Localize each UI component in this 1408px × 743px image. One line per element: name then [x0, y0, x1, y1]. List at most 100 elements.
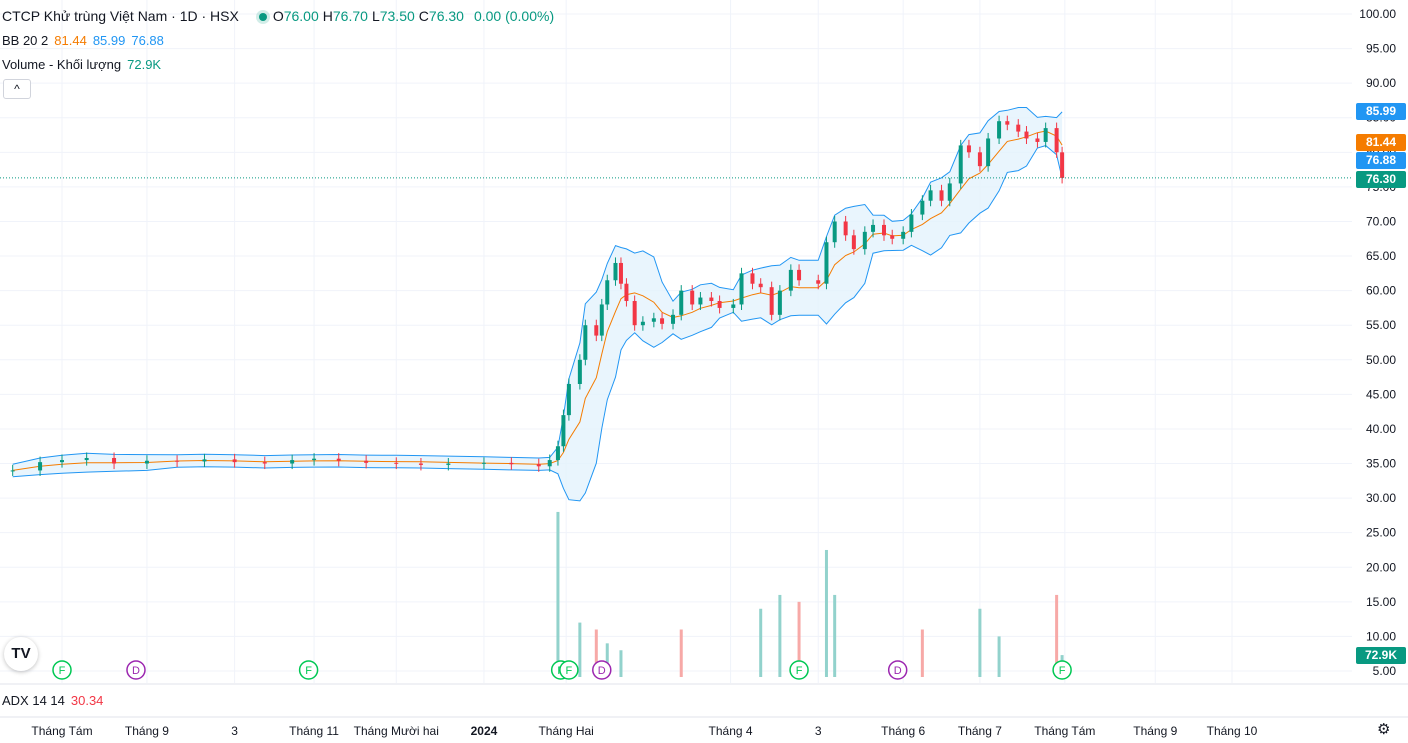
candle — [679, 285, 684, 321]
candle — [144, 455, 149, 470]
candle — [939, 184, 944, 207]
bb-legend[interactable]: BB 20 2 81.44 85.99 76.88 — [2, 33, 170, 48]
svg-text:F: F — [59, 665, 66, 677]
x-tick-label: Tháng 9 — [1133, 724, 1177, 738]
svg-text:F: F — [305, 665, 312, 677]
svg-text:D: D — [894, 665, 902, 677]
volume-bar — [619, 650, 623, 677]
earnings-marker[interactable]: F — [559, 660, 579, 680]
volume-bar — [778, 594, 782, 677]
price-axis-tag: 76.88 — [1356, 152, 1406, 169]
candle — [797, 264, 802, 286]
price-candles — [10, 115, 1065, 476]
x-tick-label: Tháng 10 — [1207, 724, 1258, 738]
candle — [731, 298, 736, 314]
candle — [816, 274, 821, 290]
volume-bar — [978, 608, 982, 677]
y-tick-label: 20.00 — [1366, 560, 1396, 574]
volume-axis-tag: 72.9K — [1356, 647, 1406, 664]
candle — [882, 219, 886, 241]
earnings-marker[interactable]: F — [1052, 660, 1072, 680]
candle — [788, 264, 793, 297]
candle — [1060, 146, 1065, 184]
candle — [1035, 132, 1040, 148]
candle — [758, 278, 763, 293]
candle — [660, 312, 665, 330]
x-tick-label: Tháng 9 — [125, 724, 169, 738]
svg-text:F: F — [1059, 665, 1066, 677]
svg-text:F: F — [796, 665, 803, 677]
x-tick-label: Tháng 4 — [709, 724, 753, 738]
candle — [594, 319, 599, 342]
y-tick-label: 5.00 — [1373, 664, 1397, 678]
ohlc-l: L73.50 — [371, 8, 415, 24]
candle — [394, 457, 399, 470]
candle — [690, 285, 695, 310]
candle — [312, 453, 317, 466]
event-markers[interactable]: FDFFFDFDF — [52, 660, 1072, 680]
candle — [509, 457, 514, 470]
candle — [986, 132, 991, 172]
ohlc-o: O76.00 — [272, 8, 319, 24]
volume-bar — [824, 549, 828, 677]
y-tick-label: 65.00 — [1366, 249, 1396, 263]
price-axis-tag: 85.99 — [1356, 103, 1406, 120]
volume-legend[interactable]: Volume - Khối lượng 72.9K — [2, 57, 167, 72]
y-tick-label: 90.00 — [1366, 76, 1396, 90]
earnings-marker[interactable]: F — [52, 660, 72, 680]
y-tick-label: 40.00 — [1366, 422, 1396, 436]
candle — [843, 215, 848, 241]
candle — [928, 184, 933, 207]
dividend-marker[interactable]: D — [887, 660, 908, 680]
candle — [871, 219, 876, 238]
candle — [769, 281, 774, 321]
candle — [997, 115, 1002, 145]
ohlc-values: O76.00 H76.70 L73.50 C76.30 — [273, 8, 468, 24]
candle — [613, 257, 618, 286]
candle — [671, 309, 676, 330]
candle — [832, 215, 837, 248]
candle — [966, 139, 971, 158]
bollinger-bands — [12, 107, 1063, 502]
y-tick-label: 25.00 — [1366, 526, 1396, 540]
settings-gear-icon[interactable]: ⚙ — [1377, 721, 1391, 738]
dividend-marker[interactable]: D — [126, 660, 146, 680]
price-change: 0.00 (0.00%) — [473, 8, 555, 24]
y-tick-label: 70.00 — [1366, 214, 1396, 228]
y-tick-label: 55.00 — [1366, 318, 1396, 332]
y-tick-label: 30.00 — [1366, 491, 1396, 505]
symbol-title[interactable]: CTCP Khử trùng Việt Nam · 1D · HSX — [2, 8, 239, 24]
candle — [84, 452, 89, 466]
volume-bar — [920, 629, 924, 677]
earnings-marker[interactable]: F — [789, 660, 809, 680]
candle — [1054, 122, 1059, 158]
dividend-marker[interactable]: D — [592, 660, 612, 680]
earnings-marker[interactable]: F — [298, 660, 319, 680]
candle — [364, 455, 369, 469]
candle — [175, 455, 180, 467]
candle — [536, 458, 541, 472]
x-tick-label: 2024 — [471, 724, 498, 738]
volume-bar — [759, 608, 763, 677]
y-tick-label: 45.00 — [1366, 387, 1396, 401]
candle — [890, 229, 895, 245]
candle — [624, 278, 629, 307]
candle — [555, 440, 560, 466]
adx-legend[interactable]: ADX 14 14 30.34 — [2, 693, 109, 708]
candle — [561, 409, 566, 452]
y-tick-label: 15.00 — [1366, 595, 1396, 609]
tradingview-logo[interactable]: TV — [4, 637, 38, 671]
x-tick-label: Tháng 7 — [958, 724, 1002, 738]
y-tick-label: 50.00 — [1366, 353, 1396, 367]
volume-label: Volume - Khối lượng — [2, 57, 122, 72]
candle — [547, 454, 552, 472]
candle — [862, 226, 867, 255]
candle — [566, 378, 571, 421]
bb-basis-value: 81.44 — [54, 33, 87, 48]
candle — [920, 195, 925, 221]
candle — [750, 267, 755, 290]
x-tick-label: Tháng Tám — [1034, 724, 1095, 738]
symbol-legend[interactable]: CTCP Khử trùng Việt Nam · 1D · HSX O76.00… — [2, 8, 560, 24]
collapse-legend-button[interactable]: ^ — [3, 79, 31, 99]
